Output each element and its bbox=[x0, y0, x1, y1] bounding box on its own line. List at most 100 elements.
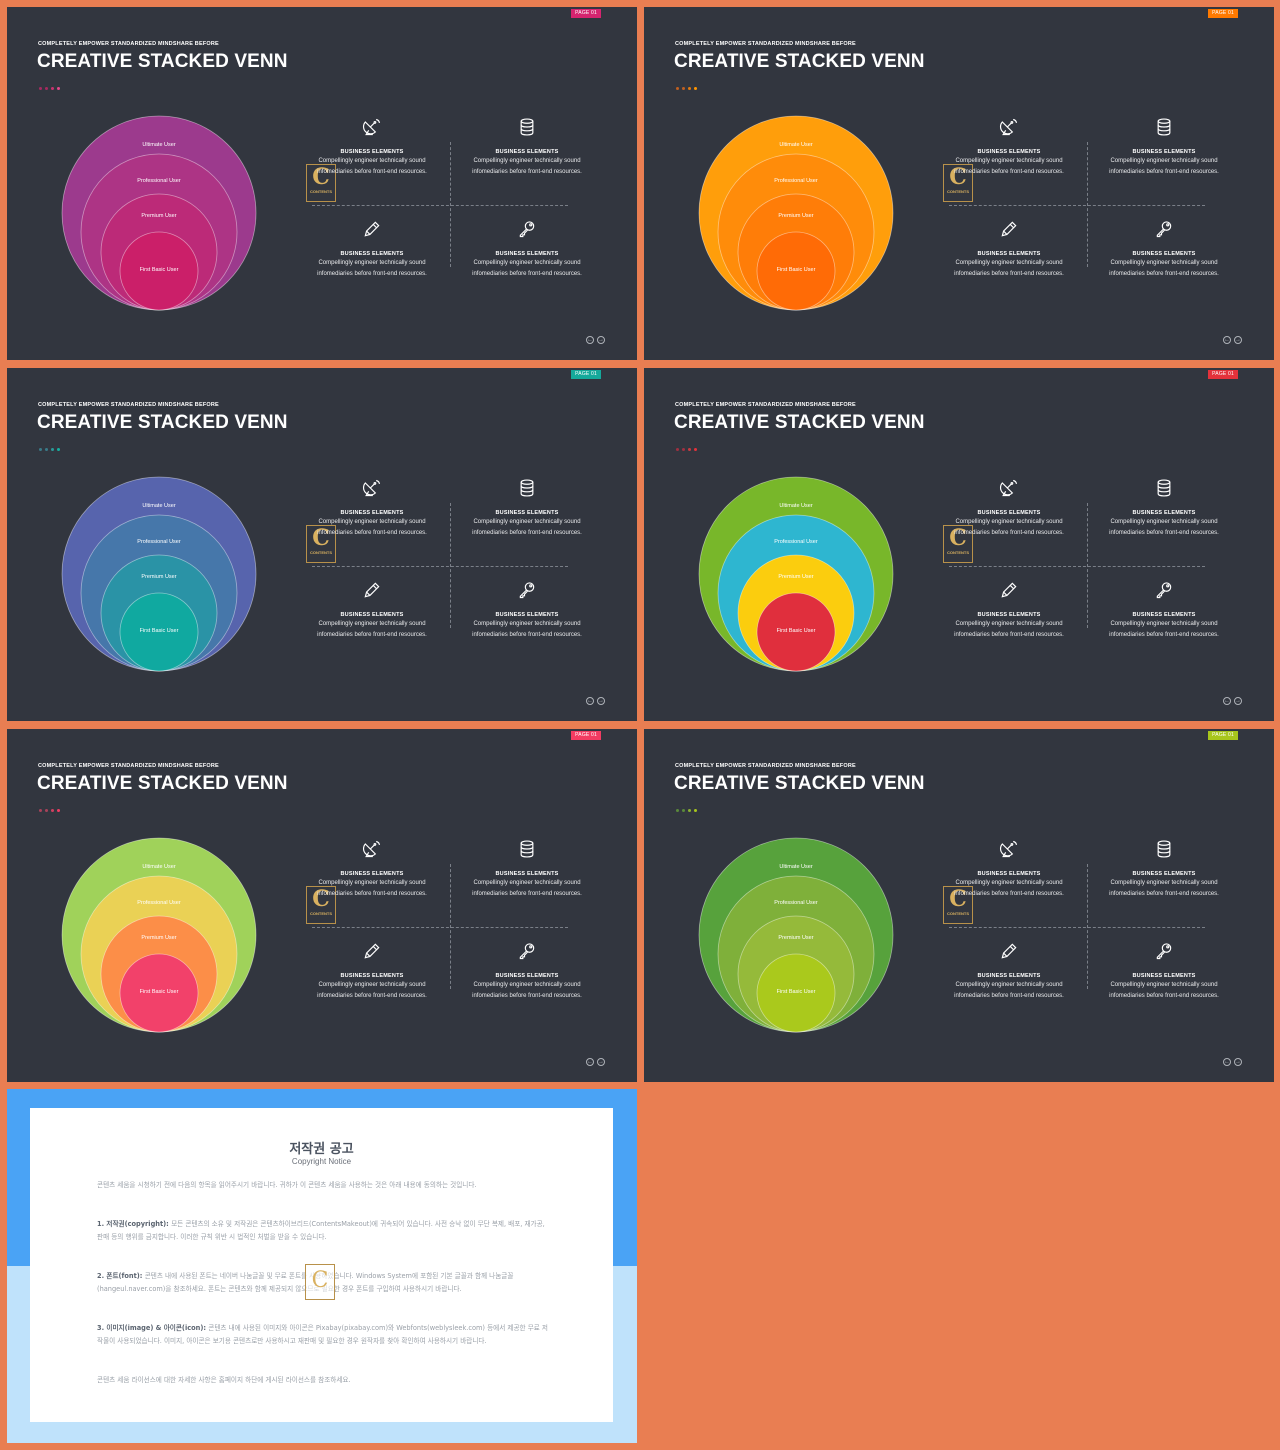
venn-label-1: Ultimate User bbox=[779, 864, 812, 870]
business-element-heading: BUSINESS ELEMENTS bbox=[1132, 612, 1196, 618]
next-arrow-icon[interactable]: → bbox=[1234, 697, 1242, 705]
database-icon bbox=[467, 839, 587, 861]
copyright-card: 저작권 공고 Copyright Notice 콘텐츠 세움을 시청하기 전에 … bbox=[30, 1108, 613, 1422]
progress-dot bbox=[682, 809, 685, 812]
contents-logo: C CONTENTS bbox=[943, 164, 973, 202]
grid-divider-horizontal bbox=[949, 927, 1205, 928]
venn-circle-4 bbox=[119, 592, 199, 672]
venn-label-3: Premium User bbox=[141, 935, 176, 941]
venn-label-3: Premium User bbox=[141, 574, 176, 580]
grid-divider-horizontal bbox=[312, 566, 568, 567]
database-icon bbox=[1104, 839, 1224, 861]
progress-dot bbox=[57, 809, 60, 812]
stacked-venn-diagram: Ultimate User Professional User Premium Us… bbox=[696, 834, 896, 1034]
slide-kicker: COMPLETELY EMPOWER STANDARDIZED MINDSHAR… bbox=[38, 763, 219, 769]
grid-divider-vertical bbox=[1087, 864, 1088, 989]
stacked-venn-diagram: Ultimate User Professional User Premium Us… bbox=[59, 473, 259, 673]
business-element-body: Compellingly engineer technically sound … bbox=[317, 621, 427, 638]
prev-arrow-icon[interactable]: ← bbox=[1223, 1058, 1231, 1066]
pencil-icon bbox=[949, 941, 1069, 963]
next-arrow-icon[interactable]: → bbox=[1234, 336, 1242, 344]
progress-dot bbox=[39, 809, 42, 812]
progress-dot bbox=[45, 448, 48, 451]
business-element-body: Compellingly engineer technically sound … bbox=[1109, 982, 1219, 999]
page-tag: PAGE 01 bbox=[1208, 731, 1238, 740]
business-element-heading: BUSINESS ELEMENTS bbox=[977, 251, 1041, 257]
progress-dot bbox=[694, 448, 697, 451]
slide-title: CREATIVE STACKED VENN bbox=[37, 773, 288, 794]
business-element-heading: BUSINESS ELEMENTS bbox=[340, 973, 404, 979]
next-arrow-icon[interactable]: → bbox=[1234, 1058, 1242, 1066]
venn-label-4: First Basic User bbox=[140, 989, 179, 995]
business-element-heading: BUSINESS ELEMENTS bbox=[977, 510, 1041, 516]
business-element-body: Compellingly engineer technically sound … bbox=[317, 982, 427, 999]
satellite-dish-icon bbox=[949, 117, 1069, 139]
venn-label-1: Ultimate User bbox=[142, 503, 175, 509]
business-element-4: BUSINESS ELEMENTS Compellingly engineer t… bbox=[467, 219, 587, 279]
page-tag: PAGE 01 bbox=[1208, 370, 1238, 379]
contents-logo-text: CONTENTS bbox=[310, 911, 332, 916]
prev-arrow-icon[interactable]: ← bbox=[586, 336, 594, 344]
business-element-4: BUSINESS ELEMENTS Compellingly engineer t… bbox=[467, 580, 587, 640]
venn-label-2: Professional User bbox=[774, 178, 818, 184]
copyright-section-3-heading: 3. 이미지(image) & 아이콘(icon): bbox=[97, 1324, 209, 1332]
copyright-title: 저작권 공고 bbox=[289, 1142, 354, 1157]
business-element-body: Compellingly engineer technically sound … bbox=[472, 519, 582, 536]
page-tag: PAGE 01 bbox=[571, 9, 601, 18]
database-icon bbox=[1104, 478, 1224, 500]
business-element-heading: BUSINESS ELEMENTS bbox=[340, 871, 404, 877]
copyright-section-1: 1. 저작권(copyright): 모든 콘텐츠의 소유 및 저작권은 콘텐츠… bbox=[97, 1218, 552, 1244]
next-arrow-icon[interactable]: → bbox=[597, 697, 605, 705]
copyright-section-2-heading: 2. 폰트(font): bbox=[97, 1272, 145, 1280]
business-element-3: BUSINESS ELEMENTS Compellingly engineer t… bbox=[949, 219, 1069, 279]
stacked-venn-diagram: Ultimate User Professional User Premium Us… bbox=[59, 834, 259, 1034]
satellite-dish-icon bbox=[949, 839, 1069, 861]
business-element-1: BUSINESS ELEMENTS Compellingly engineer t… bbox=[949, 117, 1069, 177]
venn-circle-4 bbox=[756, 953, 836, 1033]
business-element-4: BUSINESS ELEMENTS Compellingly engineer t… bbox=[1104, 941, 1224, 1001]
contents-logo-letter: C bbox=[949, 886, 967, 912]
progress-dot bbox=[45, 809, 48, 812]
venn-label-3: Premium User bbox=[778, 935, 813, 941]
business-element-body: Compellingly engineer technically sound … bbox=[954, 260, 1064, 277]
pencil-icon bbox=[312, 941, 432, 963]
business-element-4: BUSINESS ELEMENTS Compellingly engineer t… bbox=[467, 941, 587, 1001]
slide-title: CREATIVE STACKED VENN bbox=[674, 51, 925, 72]
slide-1: PAGE 01 COMPLETELY EMPOWER STANDARDIZED M… bbox=[7, 7, 637, 360]
copyright-section-3-text: 콘텐츠 내에 사용된 이미지와 아이콘은 Pixabay(pixabay.com… bbox=[97, 1324, 548, 1345]
business-element-body: Compellingly engineer technically sound … bbox=[472, 158, 582, 175]
progress-dot bbox=[57, 87, 60, 90]
business-element-body: Compellingly engineer technically sound … bbox=[1109, 158, 1219, 175]
page-tag: PAGE 01 bbox=[571, 731, 601, 740]
prev-arrow-icon[interactable]: ← bbox=[1223, 336, 1231, 344]
progress-dot bbox=[45, 87, 48, 90]
slide-4: PAGE 01 COMPLETELY EMPOWER STANDARDIZED M… bbox=[644, 368, 1274, 721]
business-element-heading: BUSINESS ELEMENTS bbox=[495, 149, 559, 155]
business-element-heading: BUSINESS ELEMENTS bbox=[1132, 149, 1196, 155]
business-element-body: Compellingly engineer technically sound … bbox=[954, 982, 1064, 999]
business-element-2: BUSINESS ELEMENTS Compellingly engineer t… bbox=[1104, 839, 1224, 899]
progress-dot bbox=[682, 87, 685, 90]
venn-label-1: Ultimate User bbox=[142, 864, 175, 870]
prev-arrow-icon[interactable]: ← bbox=[586, 1058, 594, 1066]
business-element-heading: BUSINESS ELEMENTS bbox=[495, 510, 559, 516]
progress-dot bbox=[51, 87, 54, 90]
venn-label-2: Professional User bbox=[137, 900, 181, 906]
prev-arrow-icon[interactable]: ← bbox=[586, 697, 594, 705]
slide-kicker: COMPLETELY EMPOWER STANDARDIZED MINDSHAR… bbox=[675, 763, 856, 769]
venn-circle-4 bbox=[756, 592, 836, 672]
business-element-4: BUSINESS ELEMENTS Compellingly engineer t… bbox=[1104, 219, 1224, 279]
database-icon bbox=[467, 478, 587, 500]
next-arrow-icon[interactable]: → bbox=[597, 336, 605, 344]
contents-logo-text: CONTENTS bbox=[947, 550, 969, 555]
business-element-body: Compellingly engineer technically sound … bbox=[1109, 260, 1219, 277]
pencil-icon bbox=[949, 219, 1069, 241]
progress-dot bbox=[688, 809, 691, 812]
grid-divider-vertical bbox=[1087, 503, 1088, 628]
contents-logo: C CONTENTS bbox=[943, 886, 973, 924]
business-element-4: BUSINESS ELEMENTS Compellingly engineer t… bbox=[1104, 580, 1224, 640]
prev-arrow-icon[interactable]: ← bbox=[1223, 697, 1231, 705]
slide-title: CREATIVE STACKED VENN bbox=[674, 773, 925, 794]
next-arrow-icon[interactable]: → bbox=[597, 1058, 605, 1066]
copyright-intro: 콘텐츠 세움을 시청하기 전에 다음의 항목을 읽어주시기 바랍니다. 귀하가 … bbox=[97, 1181, 477, 1189]
